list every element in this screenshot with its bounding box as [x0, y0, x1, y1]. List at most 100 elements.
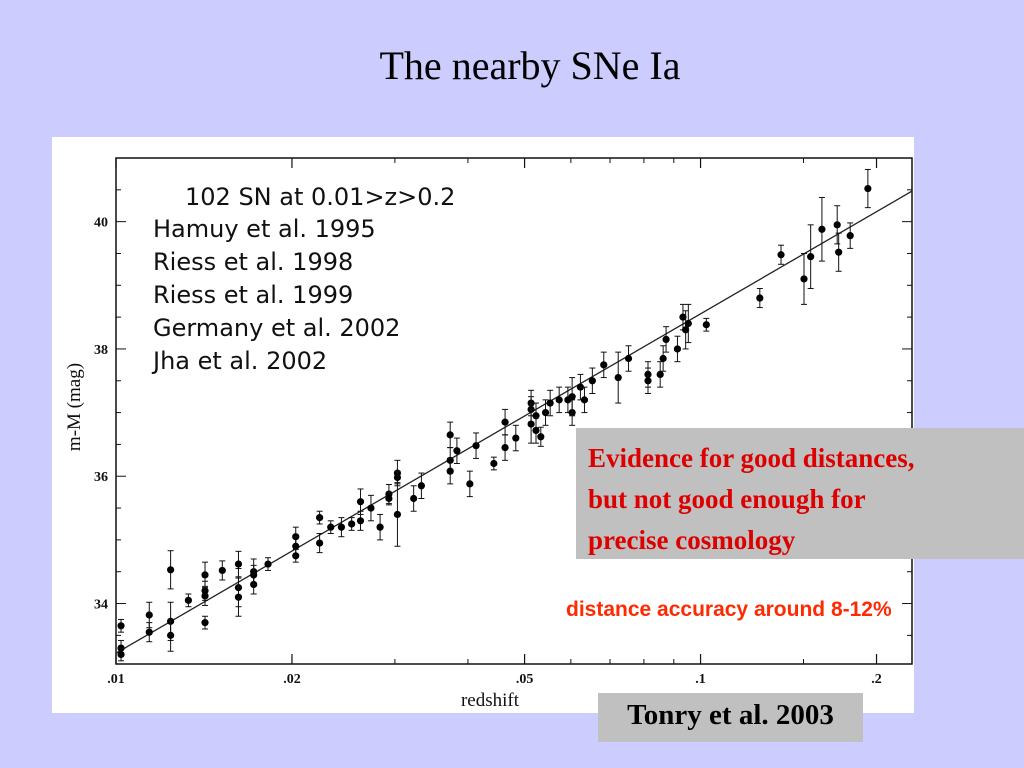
point-marker — [679, 313, 687, 321]
data-point — [532, 417, 540, 444]
data-point — [656, 361, 664, 388]
data-point — [264, 557, 272, 571]
point-marker — [537, 433, 545, 441]
point-marker — [684, 319, 692, 328]
point-marker — [337, 523, 346, 531]
data-point — [466, 470, 474, 498]
point-marker — [546, 399, 554, 407]
data-point — [501, 408, 509, 436]
data-point — [833, 205, 841, 245]
point-marker — [833, 221, 841, 229]
point-marker — [501, 418, 509, 426]
point-marker — [117, 650, 125, 659]
point-marker — [356, 517, 365, 525]
evidence-text: Evidence for good distances, but not goo… — [588, 438, 1018, 561]
data-point — [546, 389, 554, 417]
point-marker — [807, 253, 815, 261]
data-point — [117, 647, 125, 662]
point-marker — [541, 408, 550, 417]
point-marker — [614, 373, 622, 382]
x-axis-title: redshift — [461, 690, 520, 711]
point-marker — [117, 622, 125, 630]
data-point — [673, 335, 682, 363]
y-tick-label: 38 — [94, 343, 108, 358]
slide-title: The nearby SNe Ia — [379, 43, 681, 88]
point-marker — [393, 473, 402, 482]
x-tick-label: .05 — [516, 672, 534, 687]
point-marker — [532, 426, 540, 435]
point-marker — [417, 482, 425, 490]
point-marker — [167, 566, 175, 574]
point-marker — [393, 510, 402, 519]
point-marker — [472, 442, 480, 450]
data-point — [541, 399, 550, 426]
hubble-diagram: .01 .02 .05 .1 .2 34 36 38 40 102 SN at 0.01>z>0… — [64, 157, 913, 711]
data-point — [184, 593, 192, 608]
data-point — [614, 351, 622, 404]
data-point — [167, 618, 175, 652]
data-point — [376, 513, 384, 541]
point-marker — [512, 434, 520, 442]
plot-frame — [115, 157, 913, 665]
point-marker — [316, 539, 324, 547]
x-tick-label: .1 — [695, 672, 706, 687]
annotation-line-1: 102 SN at 0.01>z>0.2 — [185, 183, 455, 211]
point-marker — [145, 628, 153, 636]
y-axis-title: m-M (mag) — [64, 363, 85, 451]
point-marker — [446, 467, 454, 475]
point-marker — [167, 631, 175, 639]
point-marker — [580, 396, 589, 404]
chart-annotation: 102 SN at 0.01>z>0.2 Hamuy et al. 1995 R… — [151, 183, 455, 375]
point-marker — [501, 443, 509, 452]
point-marker — [777, 251, 785, 259]
point-marker — [250, 571, 258, 579]
point-marker — [356, 498, 365, 506]
data-point — [800, 252, 808, 305]
point-marker — [327, 523, 335, 531]
data-point — [292, 548, 300, 563]
data-point — [702, 317, 710, 332]
data-point — [555, 386, 563, 414]
evidence-line-1: Evidence for good distances, — [588, 443, 915, 473]
data-point — [527, 404, 535, 444]
data-point — [145, 601, 153, 629]
fit-line — [115, 190, 913, 654]
data-point — [588, 367, 596, 394]
point-marker — [576, 383, 585, 391]
point-marker — [702, 321, 710, 329]
point-marker — [662, 335, 670, 343]
data-point — [201, 615, 209, 630]
data-point — [393, 470, 402, 485]
data-point — [316, 510, 324, 525]
point-marker — [864, 184, 872, 193]
point-marker — [624, 354, 633, 363]
point-marker — [410, 494, 418, 503]
point-marker — [644, 377, 652, 385]
point-marker — [600, 361, 608, 369]
y-tick-label: 34 — [94, 598, 108, 613]
data-point — [659, 345, 667, 372]
data-point — [316, 533, 324, 554]
data-point — [201, 561, 209, 589]
data-point — [167, 550, 175, 590]
data-point — [250, 564, 258, 585]
point-marker — [218, 566, 226, 575]
data-point — [201, 585, 209, 606]
annotation-line-3: Riess et al. 1998 — [153, 248, 353, 276]
annotation-line-2: Hamuy et al. 1995 — [153, 215, 376, 243]
evidence-line-2: but not good enough for — [588, 484, 866, 514]
data-point — [446, 457, 454, 485]
data-point — [537, 426, 545, 447]
data-point — [580, 386, 589, 414]
axis-ticks: .01 .02 .05 .1 .2 34 36 38 40 — [94, 158, 912, 687]
annotation-line-5: Germany et al. 2002 — [153, 314, 400, 342]
point-marker — [316, 514, 324, 522]
y-tick-label: 36 — [94, 470, 108, 485]
point-marker — [490, 459, 498, 468]
point-marker — [659, 354, 667, 363]
data-point — [600, 351, 608, 379]
point-marker — [818, 225, 826, 233]
data-point — [684, 303, 692, 344]
citation-box: Tonry et al. 2003 — [598, 693, 863, 742]
evidence-line-3: precise cosmology — [588, 525, 796, 555]
